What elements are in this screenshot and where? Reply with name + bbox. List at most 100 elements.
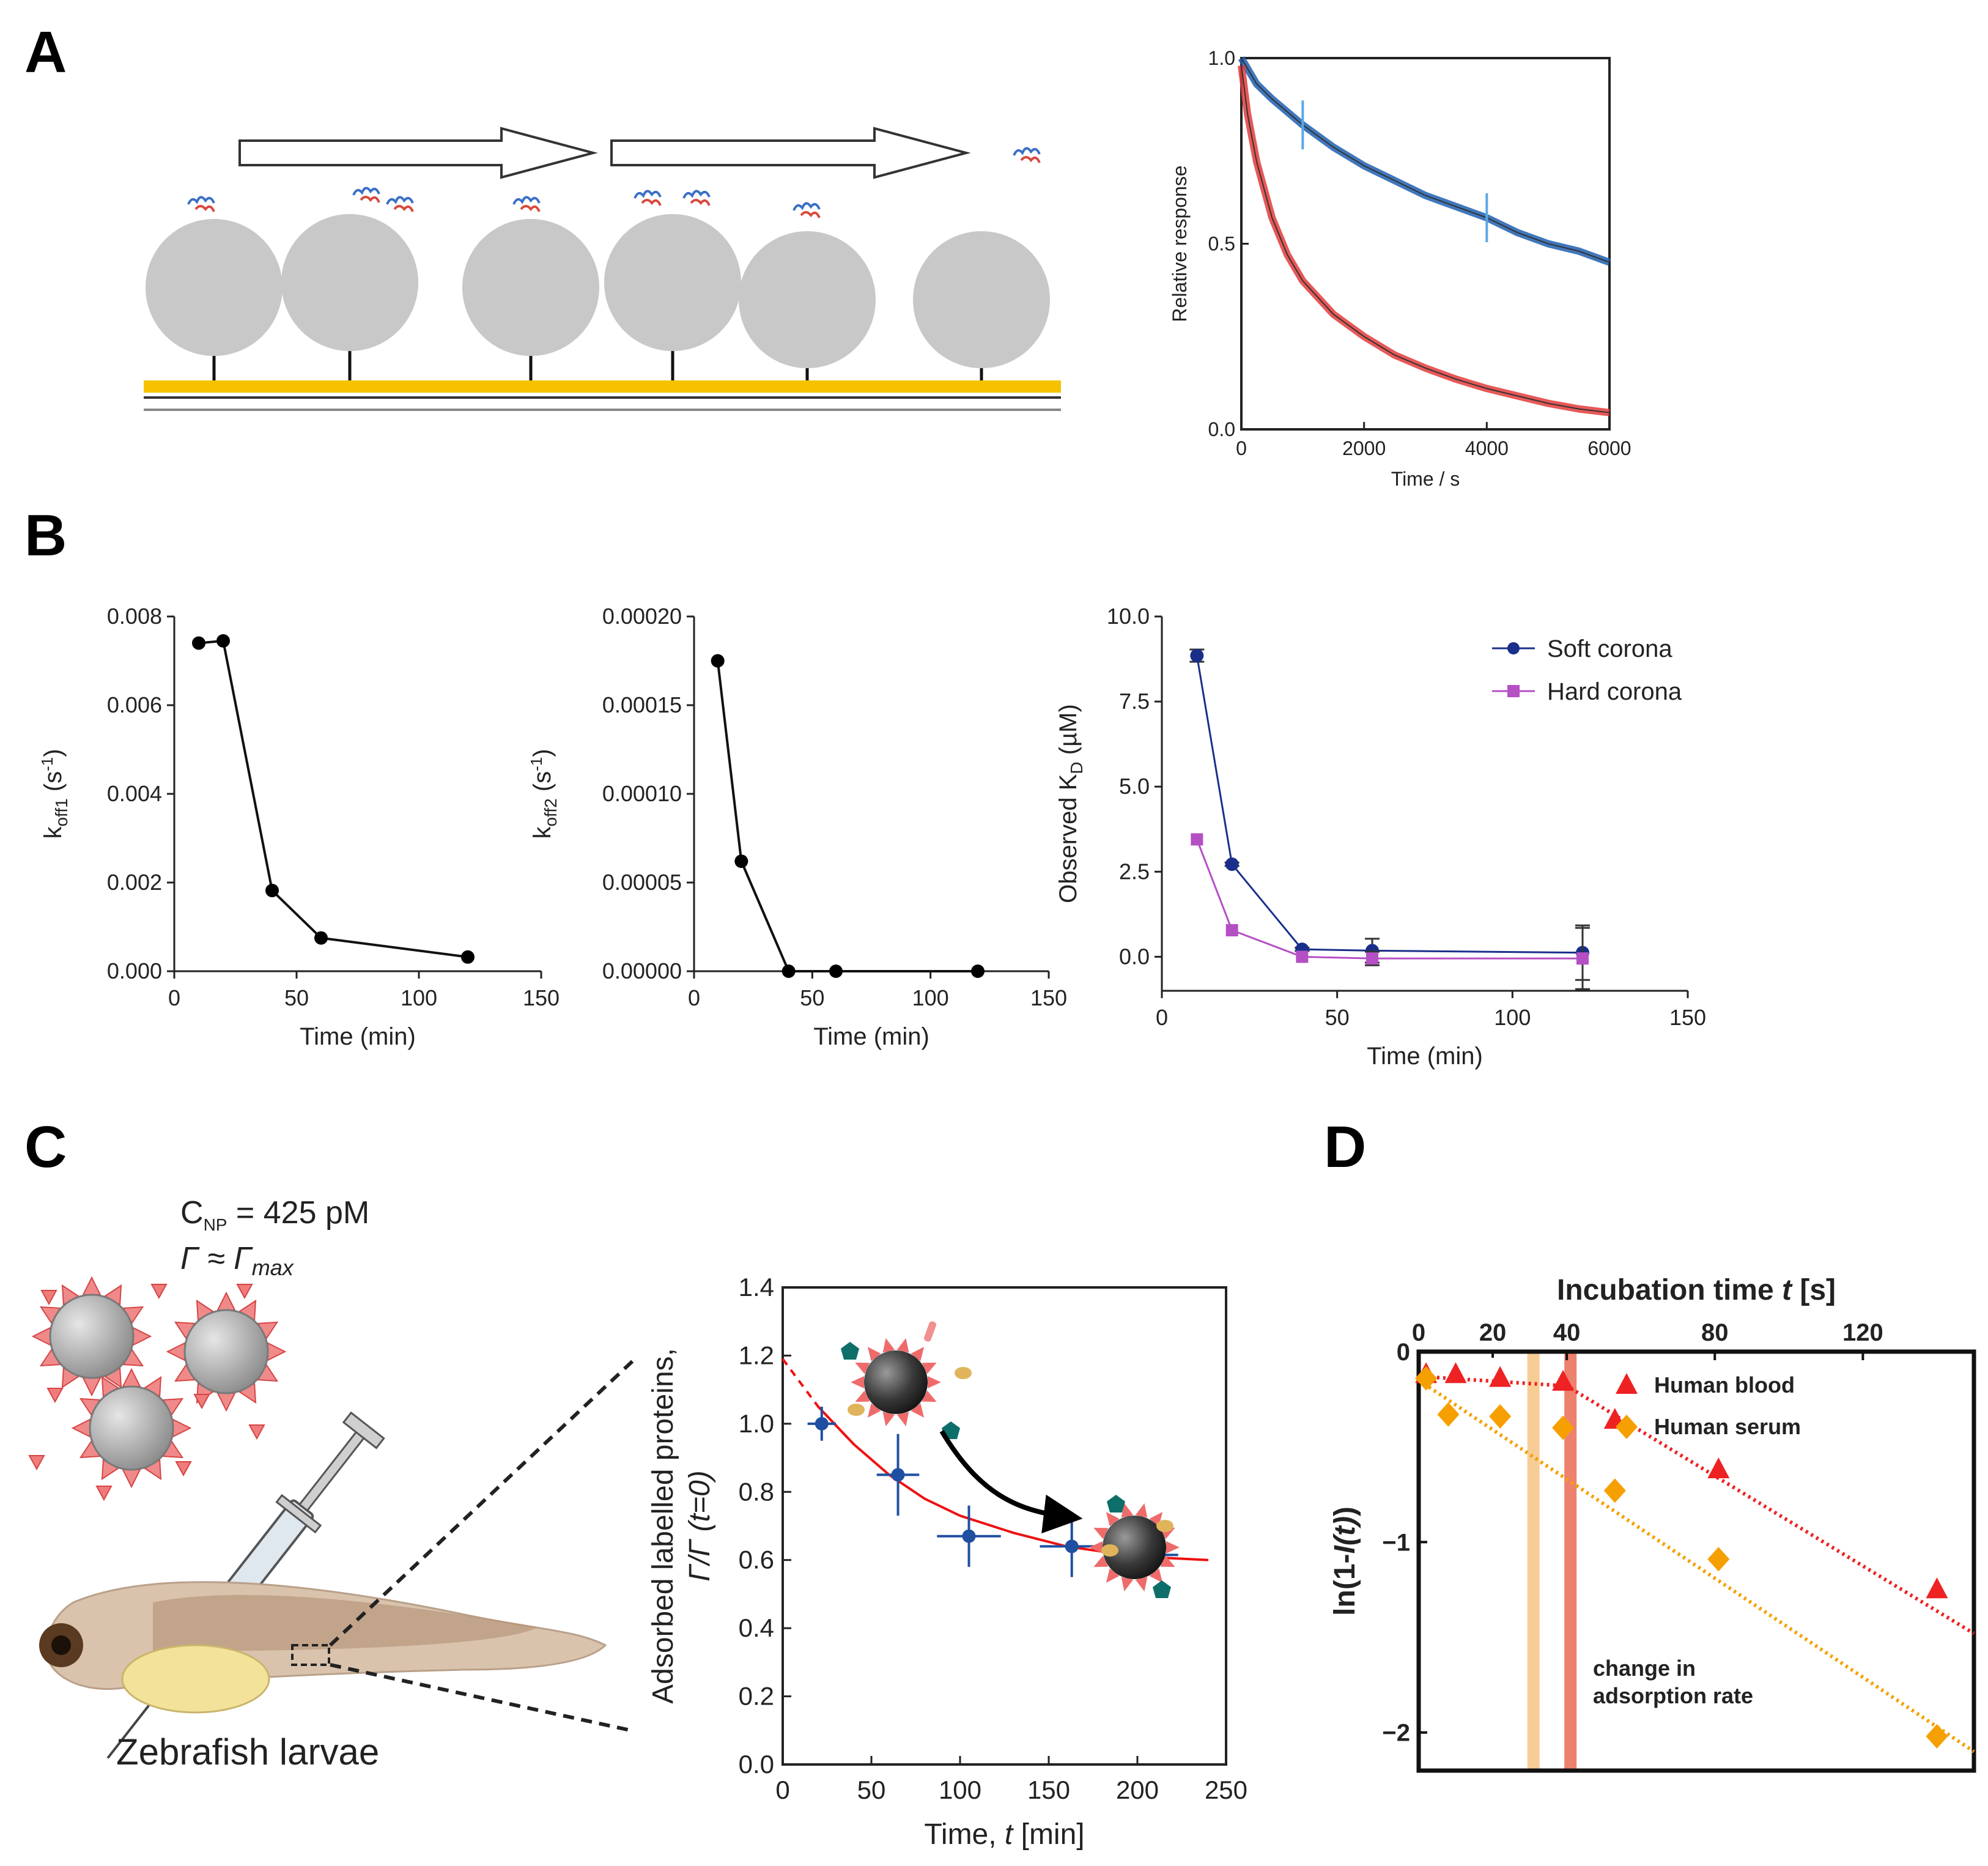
title-italic: t: [1782, 1274, 1793, 1306]
data-point: [971, 964, 985, 978]
y-tick-label: 0: [1397, 1339, 1410, 1366]
data-point: [1926, 1723, 1948, 1749]
x-tick-label: 0: [1412, 1319, 1425, 1346]
x-tick-label: 0: [775, 1775, 789, 1804]
zoom-line: [330, 1663, 634, 1733]
protein-strand: [793, 202, 821, 211]
protein-strand: [187, 196, 215, 205]
free-protein-icon: [236, 1284, 253, 1300]
zebrafish-icon: [39, 1581, 607, 1714]
protein-strand: [386, 196, 414, 205]
x-axis-label: Time (min): [1367, 1043, 1483, 1070]
x-tick-label: 150: [1030, 985, 1067, 1010]
corona-spike: [1135, 1577, 1148, 1592]
organism-label: Zebrafish larvae: [116, 1731, 379, 1772]
y-tick-label: 0.00010: [602, 781, 682, 806]
title-main: Incubation time: [1557, 1274, 1782, 1306]
data-point: [782, 964, 796, 978]
data-point: [1489, 1366, 1512, 1387]
data-point: [1190, 648, 1204, 662]
x-tick-label: 150: [1027, 1775, 1070, 1804]
y-tick-label: 1.0: [1208, 47, 1235, 69]
y-tick-label: 0.0: [1208, 418, 1235, 440]
x-tick-label: 0: [168, 985, 180, 1010]
protein-icon: [352, 187, 380, 203]
data-point: [1296, 950, 1309, 963]
nanoparticle-icon: [89, 1385, 174, 1471]
threshold-band: [1564, 1352, 1577, 1771]
series-line: [198, 639, 468, 958]
x-axis-label: Time / s: [1391, 468, 1460, 490]
corona-spike: [867, 1347, 881, 1361]
threshold-band: [1527, 1352, 1540, 1771]
protein-strand: [682, 190, 711, 199]
y-label-main: k: [40, 826, 67, 839]
x-axis-label: Time (min): [300, 1023, 416, 1050]
protein-strand: [512, 196, 541, 205]
chart-b3: 0 50 100 150 0.0 2.5 5.0 7.5 10.0 Time (min) Obser…: [1055, 604, 1706, 1070]
protein-strand: [1013, 147, 1041, 156]
data-point: [1415, 1366, 1438, 1391]
x-tick-label: 0: [1236, 437, 1247, 459]
protein-spike: [82, 1276, 102, 1295]
x-label-italic: t: [1005, 1818, 1014, 1851]
y-tick-label: 1.4: [739, 1273, 774, 1301]
protein-strand: [393, 205, 414, 212]
corona-spike: [1160, 1555, 1175, 1568]
y-tick-label: 0.002: [107, 870, 162, 895]
concentration-label: CNP = 425 pM: [180, 1195, 369, 1234]
chart-title: Incubation time t [s]: [1557, 1274, 1836, 1306]
corona-spike: [911, 1403, 925, 1418]
legend-label: Soft corona: [1547, 635, 1672, 662]
legend-label: Human serum: [1654, 1414, 1801, 1439]
legend-marker: [1616, 1373, 1638, 1394]
y-tick-label: 1.2: [739, 1341, 774, 1369]
y-axis-label: Observed KD (µM): [1055, 704, 1086, 903]
data-point: [1707, 1547, 1730, 1572]
legend-marker: [1616, 1415, 1638, 1439]
protein-icon: [634, 190, 662, 206]
data-point: [1225, 924, 1238, 936]
x-axis-label: Time, t [min]: [924, 1818, 1084, 1851]
y-tick-label: 0.006: [107, 692, 162, 717]
protein-icon: [841, 1342, 859, 1360]
corona-spike: [1106, 1568, 1120, 1583]
protein-icon: [793, 202, 821, 218]
chart-b2: 0 50 100 150 0.00000 0.00005 0.00010 0.00015 0.0…: [527, 604, 1067, 1050]
y-tick-label: 0.00020: [602, 604, 682, 629]
y-axis-label: Relative response: [1169, 165, 1191, 322]
plot-frame: [1416, 1349, 1976, 1773]
protein-strand: [1020, 156, 1041, 163]
x-axis-label: Time (min): [813, 1023, 929, 1050]
protein-icon: [848, 1404, 865, 1416]
protein-icon: [1013, 147, 1041, 163]
y-tick-label: 0.00000: [602, 958, 682, 983]
y-tick-label: −2: [1382, 1720, 1410, 1747]
data-point: [265, 884, 279, 898]
y-axis-label: koff2 (s-1): [527, 749, 560, 839]
y-label-sub: off1: [52, 798, 71, 826]
x-tick-label: 120: [1842, 1319, 1883, 1346]
fit-line-serum: [1417, 1379, 1975, 1753]
series-line: [1195, 839, 1583, 960]
protein-spike: [122, 1368, 141, 1387]
data-point: [1576, 952, 1589, 965]
x-tick-label: 200: [1116, 1775, 1159, 1804]
y-tick-label: 0.2: [739, 1682, 774, 1711]
corona-spike: [911, 1347, 925, 1361]
nanoparticle-icon: [1103, 1516, 1166, 1579]
y-tick-label: 7.5: [1119, 689, 1150, 714]
data-point: [1366, 952, 1378, 965]
y-label-close: ): [529, 749, 556, 757]
arrow-icon: [610, 127, 971, 179]
x-tick-label: 50: [284, 985, 309, 1010]
data-point: [192, 636, 205, 650]
data-point: [1225, 857, 1239, 872]
zoom-line: [328, 1359, 635, 1647]
chart-c: 0 50 100 150 200 250 0.0 0.2 0.4 0.6 0.8 1.0 1.2 1.4 T…: [647, 1273, 1247, 1851]
corona-spike: [1121, 1503, 1134, 1518]
y-label-sup: -1: [527, 757, 545, 771]
legend-marker: [1507, 642, 1520, 654]
protein-spike: [216, 1393, 236, 1412]
protein-icon: [1153, 1580, 1171, 1598]
